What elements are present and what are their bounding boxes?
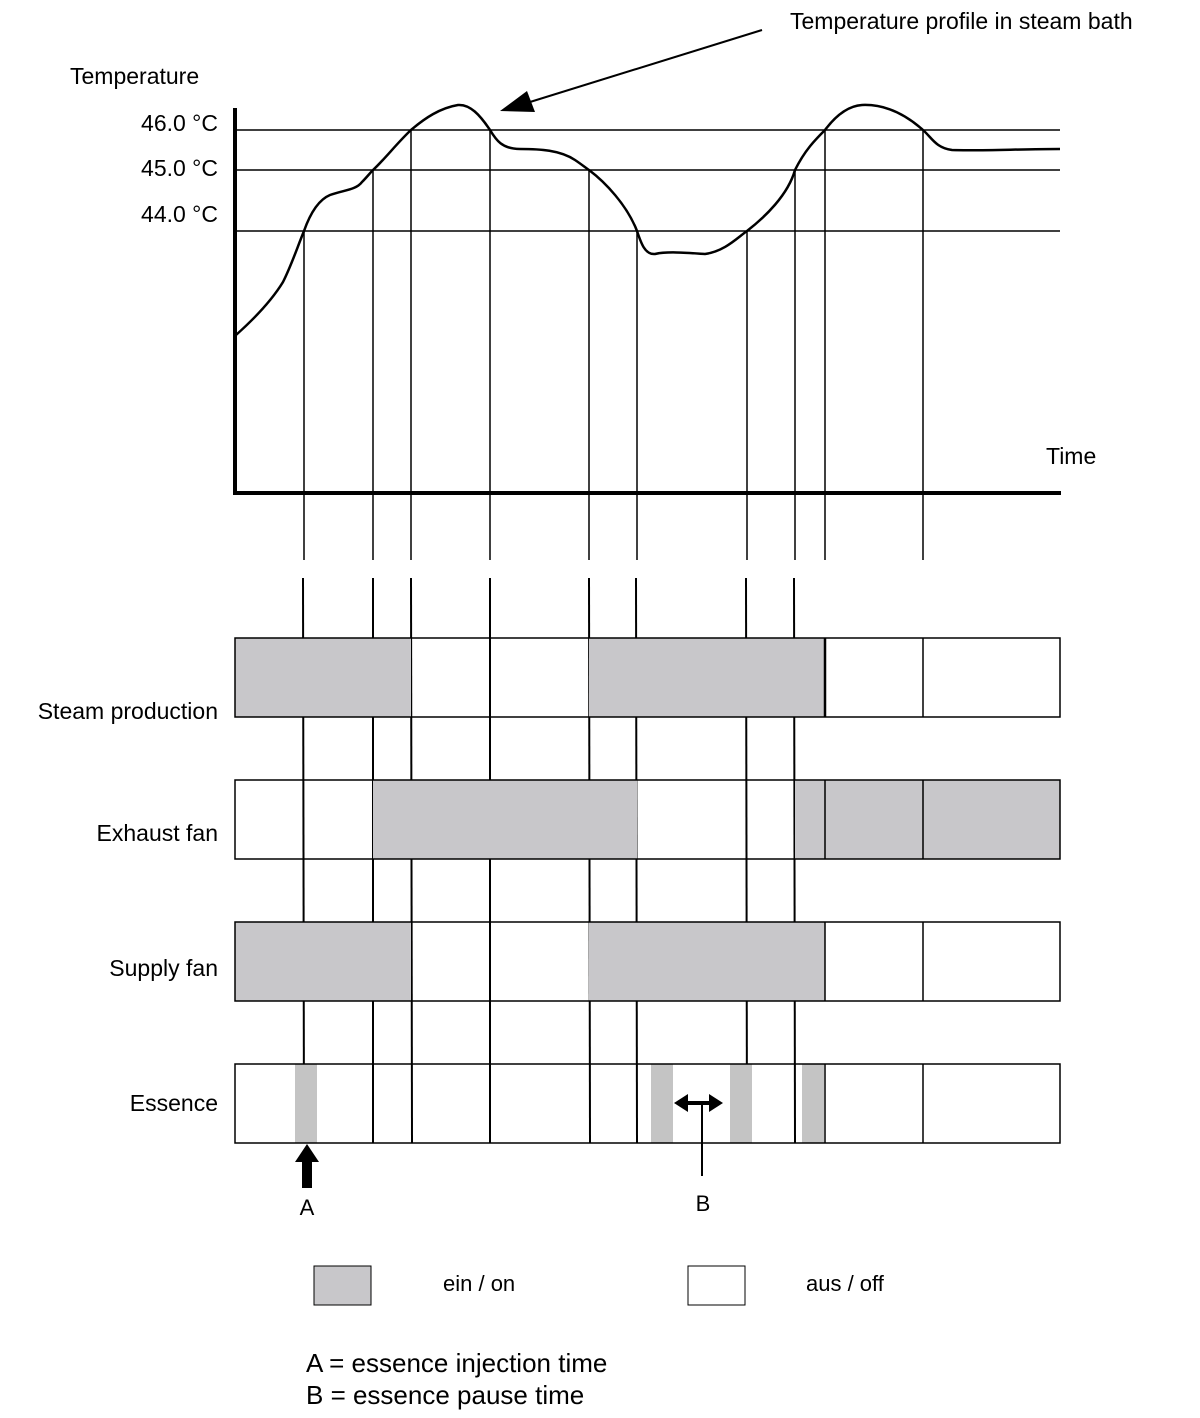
steam-production-on-segment [589,638,825,717]
legend: ein / on aus / off [313,1265,885,1306]
double-arrow-icon [674,1094,688,1112]
level-45-label: 45.0 °C [141,155,218,181]
up-arrow-icon [295,1144,319,1188]
injection-marker-a: A [295,1144,319,1220]
profile-callout-arrowhead-icon [500,91,535,112]
essence-pulse [295,1064,317,1143]
legend-on-swatch [313,1265,372,1306]
x-axis-label: Time [1046,443,1096,469]
level-46-label: 46.0 °C [141,110,218,136]
level-44-label: 44.0 °C [141,201,218,227]
supply-fan-on-segment [589,922,825,1001]
marker-b-label: B [696,1191,711,1216]
profile-callout-label: Temperature profile in steam bath [790,8,1133,34]
exhaust-fan-on-segment [795,780,1060,859]
essence-label: Essence [130,1090,218,1116]
steam-production-label: Steam production [38,698,218,724]
timing-lines-upper [303,130,924,560]
essence-row [234,1063,1061,1144]
supply-fan-row [234,921,1061,1002]
pause-marker-b: B [674,1094,723,1216]
legend-off-swatch [687,1265,746,1306]
steam-production-frame [234,637,1061,718]
profile-callout-arrow-line [529,29,763,103]
essence-pulse [730,1064,752,1143]
essence-pulse [802,1064,824,1143]
essence-frame [234,1063,1061,1144]
essence-pulse [651,1064,673,1143]
exhaust-fan-on-segment [373,780,637,859]
exhaust-fan-row [234,779,1061,860]
supply-fan-label: Supply fan [109,955,218,981]
exhaust-fan-label: Exhaust fan [97,820,218,846]
legend-off-label: aus / off [806,1271,885,1296]
steam-production-on-segment [235,638,411,717]
marker-a-label: A [300,1195,315,1220]
exhaust-fan-frame [234,779,1061,860]
temperature-curve [235,103,1061,336]
note-a: A = essence injection time [306,1348,607,1378]
supply-fan-frame [234,921,1061,1002]
supply-fan-on-segment [235,922,411,1001]
y-axis-label: Temperature [70,63,199,89]
steam-production-row [234,637,1061,718]
legend-on-label: ein / on [443,1271,515,1296]
note-b: B = essence pause time [306,1380,584,1410]
